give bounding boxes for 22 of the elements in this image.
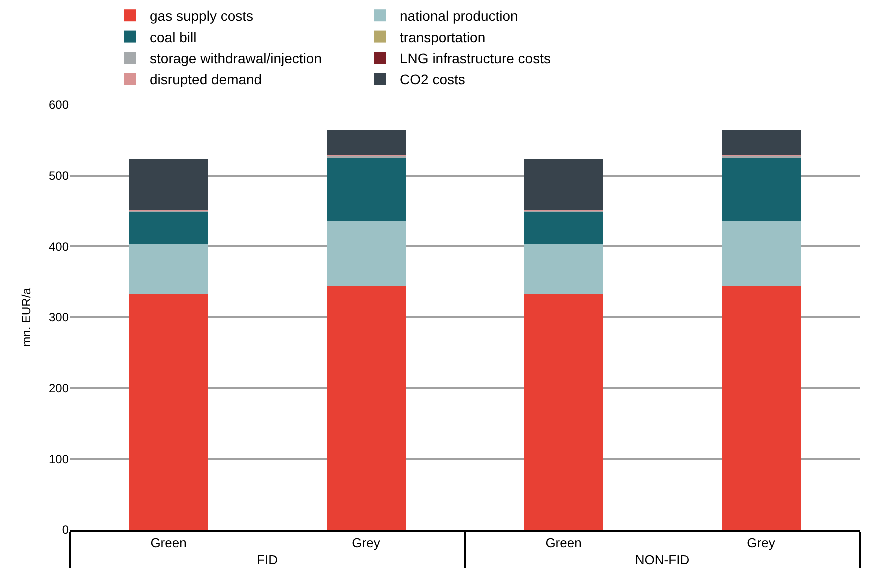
y-tick-label: 500 xyxy=(48,169,70,184)
x-tick-label: Green xyxy=(150,536,187,551)
y-tick-label: 0 xyxy=(62,523,70,538)
x-tick-label: Grey xyxy=(747,536,776,551)
y-tick-label: 400 xyxy=(48,240,70,254)
legend-label: disrupted demand xyxy=(150,72,262,88)
legend-label: gas supply costs xyxy=(150,8,254,24)
y-tick-label: 100 xyxy=(48,452,70,466)
text: FID xyxy=(257,552,278,568)
x-tick-label: Grey xyxy=(352,536,381,551)
legend-label: transportation xyxy=(400,29,486,46)
legend-label: coal bill xyxy=(150,29,197,46)
legend-label: storage withdrawal/injection xyxy=(150,50,322,66)
y-tick-label: 300 xyxy=(48,310,70,325)
text: NON-FID xyxy=(635,552,690,568)
legend-label: CO2 costs xyxy=(400,72,466,88)
y-axis-title: mn. EUR/a xyxy=(19,288,34,347)
legend-label: LNG infrastructure costs xyxy=(400,50,551,66)
legend-label: national production xyxy=(400,8,518,24)
y-tick-label: 600 xyxy=(48,98,70,112)
y-tick-label: 200 xyxy=(48,382,70,396)
x-tick-label: Green xyxy=(546,536,582,551)
